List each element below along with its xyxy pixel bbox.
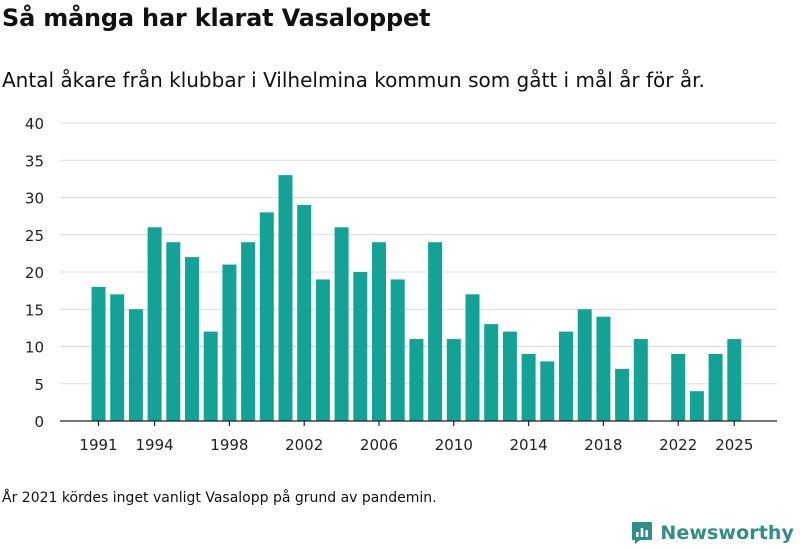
y-tick-label-35: 35 xyxy=(25,152,44,170)
x-tick-label-2022: 2022 xyxy=(659,436,697,454)
brand-logo-lockup: Newsworthy xyxy=(631,518,794,548)
bar-2022 xyxy=(671,353,686,421)
x-tick-label-1998: 1998 xyxy=(210,436,248,454)
brand-name: Newsworthy xyxy=(660,522,794,544)
x-tick-label-2025: 2025 xyxy=(715,436,753,454)
y-tick-label-40: 40 xyxy=(25,115,44,133)
x-tick-label-1994: 1994 xyxy=(136,436,174,454)
bar-1993 xyxy=(128,309,143,421)
bar-2000 xyxy=(259,212,274,421)
bar-2010 xyxy=(446,339,461,421)
chart-subtitle: Antal åkare från klubbar i Vilhelmina ko… xyxy=(2,68,705,92)
bar-2001 xyxy=(278,175,293,421)
y-tick-label-10: 10 xyxy=(25,339,44,357)
bar-2013 xyxy=(502,331,517,421)
bar-2011 xyxy=(465,294,480,421)
bar-2004 xyxy=(334,227,349,421)
bar-2014 xyxy=(521,353,536,421)
bar-1994 xyxy=(147,227,162,421)
y-tick-label-0: 0 xyxy=(34,413,44,431)
x-tick-label-2002: 2002 xyxy=(285,436,323,454)
bar-1995 xyxy=(166,242,181,421)
y-tick-label-15: 15 xyxy=(25,301,44,319)
footnote: År 2021 kördes inget vanligt Vasalopp på… xyxy=(2,490,437,506)
bar-2023 xyxy=(689,391,704,421)
y-tick-label-30: 30 xyxy=(25,190,44,208)
x-tick-label-2010: 2010 xyxy=(435,436,473,454)
chart-title: Så många har klarat Vasaloppet xyxy=(2,4,431,32)
bar-2005 xyxy=(353,272,368,421)
bar-2009 xyxy=(428,242,443,421)
bar-2012 xyxy=(484,324,499,421)
y-tick-label-25: 25 xyxy=(25,227,44,245)
bar-1992 xyxy=(110,294,125,421)
bar-1998 xyxy=(222,264,237,421)
bar-2002 xyxy=(297,204,312,421)
bar-2017 xyxy=(577,309,592,421)
y-tick-label-5: 5 xyxy=(34,376,44,394)
bar-2019 xyxy=(615,368,630,421)
bar-2018 xyxy=(596,316,611,421)
y-tick-label-20: 20 xyxy=(25,264,44,282)
x-tick-label-2014: 2014 xyxy=(510,436,548,454)
bar-1997 xyxy=(203,331,218,421)
bar-2025 xyxy=(727,339,742,421)
bar-2016 xyxy=(559,331,573,421)
bar-2020 xyxy=(633,339,648,421)
bar-1999 xyxy=(241,242,256,421)
bar-2008 xyxy=(409,339,424,421)
bar-1996 xyxy=(185,257,199,421)
x-tick-label-2006: 2006 xyxy=(360,436,398,454)
bar-2007 xyxy=(390,279,405,421)
bar-2024 xyxy=(708,353,723,421)
bar-1991 xyxy=(91,286,106,421)
x-tick-label-1991: 1991 xyxy=(79,436,117,454)
bar-2006 xyxy=(372,242,386,421)
bar-2015 xyxy=(540,361,555,421)
bar-2003 xyxy=(315,279,330,421)
newsworthy-logo-icon xyxy=(632,522,653,544)
x-tick-label-2018: 2018 xyxy=(584,436,622,454)
